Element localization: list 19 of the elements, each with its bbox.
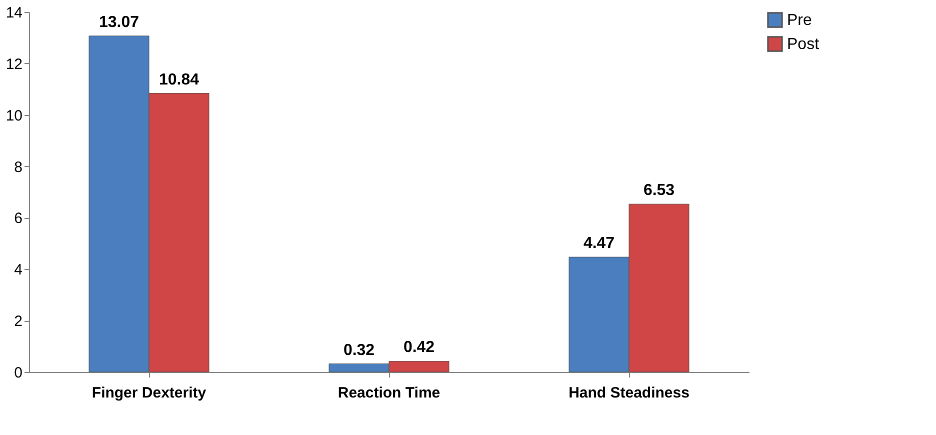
y-tick-label: 14 [6,4,22,22]
legend-label: Post [787,36,820,53]
y-tick-label: 12 [6,56,22,73]
x-tick-label: Finger Dexterity [92,384,207,402]
y-tick-label: 4 [14,262,22,279]
data-label: 4.47 [583,235,615,252]
x-tick-label: Hand Steadiness [568,384,690,402]
y-tick-label: 2 [14,313,22,330]
legend-label: Pre [787,12,812,29]
data-label: 0.32 [343,342,375,359]
data-label: 13.07 [98,14,140,31]
x-tick-label: Reaction Time [338,384,440,402]
data-label: 10.84 [158,71,200,88]
data-label: 6.53 [643,182,675,200]
y-tick-label: 10 [6,107,22,124]
y-tick-label: 6 [14,210,22,228]
y-tick-label: 8 [14,158,22,176]
data-label: 0.42 [403,339,435,356]
y-tick-label: 0 [14,364,22,382]
